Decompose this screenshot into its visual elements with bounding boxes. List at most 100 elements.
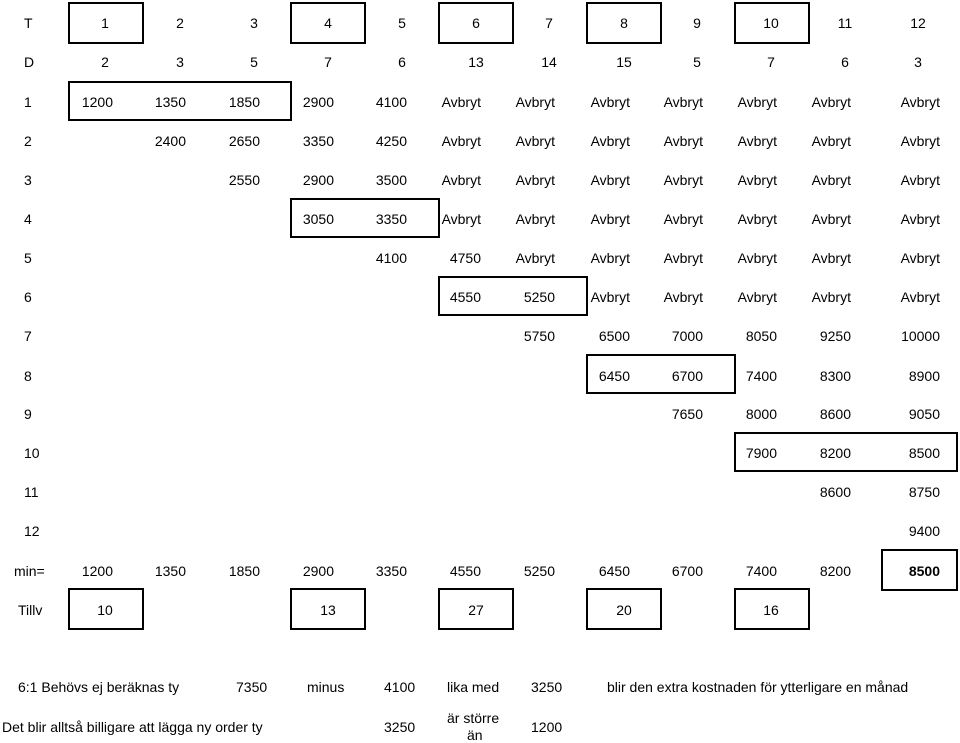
table-cell: 9250 (819, 328, 851, 344)
row-label-d: D (24, 54, 35, 70)
row-label: 5 (24, 250, 32, 266)
tillv-box-4 (290, 588, 366, 630)
header-cell: 4 (324, 15, 332, 31)
table-cell: Avbryt (590, 211, 630, 227)
row-label: 3 (24, 172, 32, 188)
row1-box (68, 81, 292, 121)
table-cell: 7400 (745, 368, 777, 384)
table-cell: 9400 (908, 523, 940, 539)
min-box-12 (881, 549, 958, 591)
row-label: 7 (24, 328, 32, 344)
note-1-minus: minus (307, 679, 345, 695)
duration-cell: 3 (914, 54, 922, 70)
table-cell: Avbryt (663, 172, 703, 188)
header-cell: 9 (693, 15, 701, 31)
table-cell: 8600 (819, 406, 851, 422)
duration-cell: 13 (468, 54, 484, 70)
table-cell: 1200 (81, 94, 113, 110)
row-label: 11 (24, 484, 39, 500)
table-cell: 7000 (671, 328, 703, 344)
table-cell: 3500 (375, 172, 407, 188)
tillv-box-10 (586, 588, 662, 630)
duration-cell: 6 (841, 54, 849, 70)
header-cell: 1 (101, 15, 109, 31)
table-cell: Avbryt (900, 133, 940, 149)
table-cell: Avbryt (737, 289, 777, 305)
duration-cell: 7 (324, 54, 332, 70)
table-cell: 8300 (819, 368, 851, 384)
table-cell: 8500 (908, 445, 940, 461)
note-1-intro: 6:1 Behövs ej beräknas ty (18, 679, 180, 695)
table-cell: 8000 (745, 406, 777, 422)
table-cell: 4250 (375, 133, 407, 149)
duration-cell: 15 (616, 54, 632, 70)
table-cell: Avbryt (590, 94, 630, 110)
table-cell: Avbryt (590, 250, 630, 266)
table-cell: Avbryt (590, 133, 630, 149)
note-1-tail: blir den extra kostnaden för ytterligare… (607, 679, 909, 695)
table-cell: 2900 (302, 172, 334, 188)
note-2-compare-line1: är större (447, 710, 500, 726)
tillv-cell: 27 (468, 602, 484, 618)
min-cell: 8500 (908, 563, 940, 579)
header-cell: 6 (472, 15, 480, 31)
header-box-8 (586, 2, 662, 44)
table-cell: Avbryt (737, 94, 777, 110)
table-cell: 7650 (671, 406, 703, 422)
header-box-1 (68, 2, 144, 44)
table-cell: Avbryt (663, 94, 703, 110)
table-cell: Avbryt (441, 133, 481, 149)
table-cell: Avbryt (737, 211, 777, 227)
note-2-compare-line2: än (467, 727, 483, 743)
header-cell: 5 (398, 15, 406, 31)
table-cell: 8600 (819, 484, 851, 500)
min-cell: 6450 (598, 563, 630, 579)
row-label-t: T (24, 15, 33, 31)
min-cell: 1850 (228, 563, 260, 579)
header-cell: 8 (620, 15, 628, 31)
duration-cell: 5 (693, 54, 701, 70)
min-cell: 4550 (449, 563, 481, 579)
table-cell: 4100 (375, 250, 407, 266)
note-2-intro: Det blir alltså billigare att lägga ny o… (2, 719, 263, 735)
duration-cell: 7 (767, 54, 775, 70)
table-cell: 6450 (598, 368, 630, 384)
header-box-4 (290, 2, 366, 44)
table-cell: Avbryt (811, 211, 851, 227)
min-cell: 7400 (745, 563, 777, 579)
min-cell: 5250 (523, 563, 555, 579)
table-cell: 4750 (449, 250, 481, 266)
table-cell: 5750 (523, 328, 555, 344)
row-label: 8 (24, 368, 32, 384)
row-label-tillv: Tillv (18, 602, 43, 618)
note-2-value-b: 1200 (531, 719, 563, 735)
note-1-value-a: 7350 (236, 679, 268, 695)
table-cell: 3350 (302, 133, 334, 149)
table-cell: 8900 (908, 368, 940, 384)
tillv-box-13 (734, 588, 810, 630)
row-label: 6 (24, 289, 32, 305)
duration-cell: 14 (541, 54, 557, 70)
header-cell: 10 (763, 15, 779, 31)
table-cell: 2550 (228, 172, 260, 188)
table-cell: Avbryt (441, 211, 481, 227)
table-cell: 2650 (228, 133, 260, 149)
table-cell: Avbryt (515, 172, 555, 188)
table-cell: Avbryt (900, 211, 940, 227)
min-cell: 1350 (154, 563, 186, 579)
table-cell: Avbryt (737, 172, 777, 188)
table-cell: 7900 (745, 445, 777, 461)
table-cell: Avbryt (737, 133, 777, 149)
header-cell: 3 (250, 15, 258, 31)
table-cell: Avbryt (515, 211, 555, 227)
table-cell: Avbryt (811, 133, 851, 149)
note-1-equals: lika med (447, 679, 500, 695)
min-cell: 2900 (302, 563, 334, 579)
header-box-6 (438, 2, 514, 44)
table-cell: Avbryt (663, 211, 703, 227)
table-cell: 2900 (302, 94, 334, 110)
table-cell: Avbryt (515, 250, 555, 266)
table-cell: 4550 (449, 289, 481, 305)
header-cell: 12 (910, 15, 926, 31)
table-cell: 6500 (598, 328, 630, 344)
